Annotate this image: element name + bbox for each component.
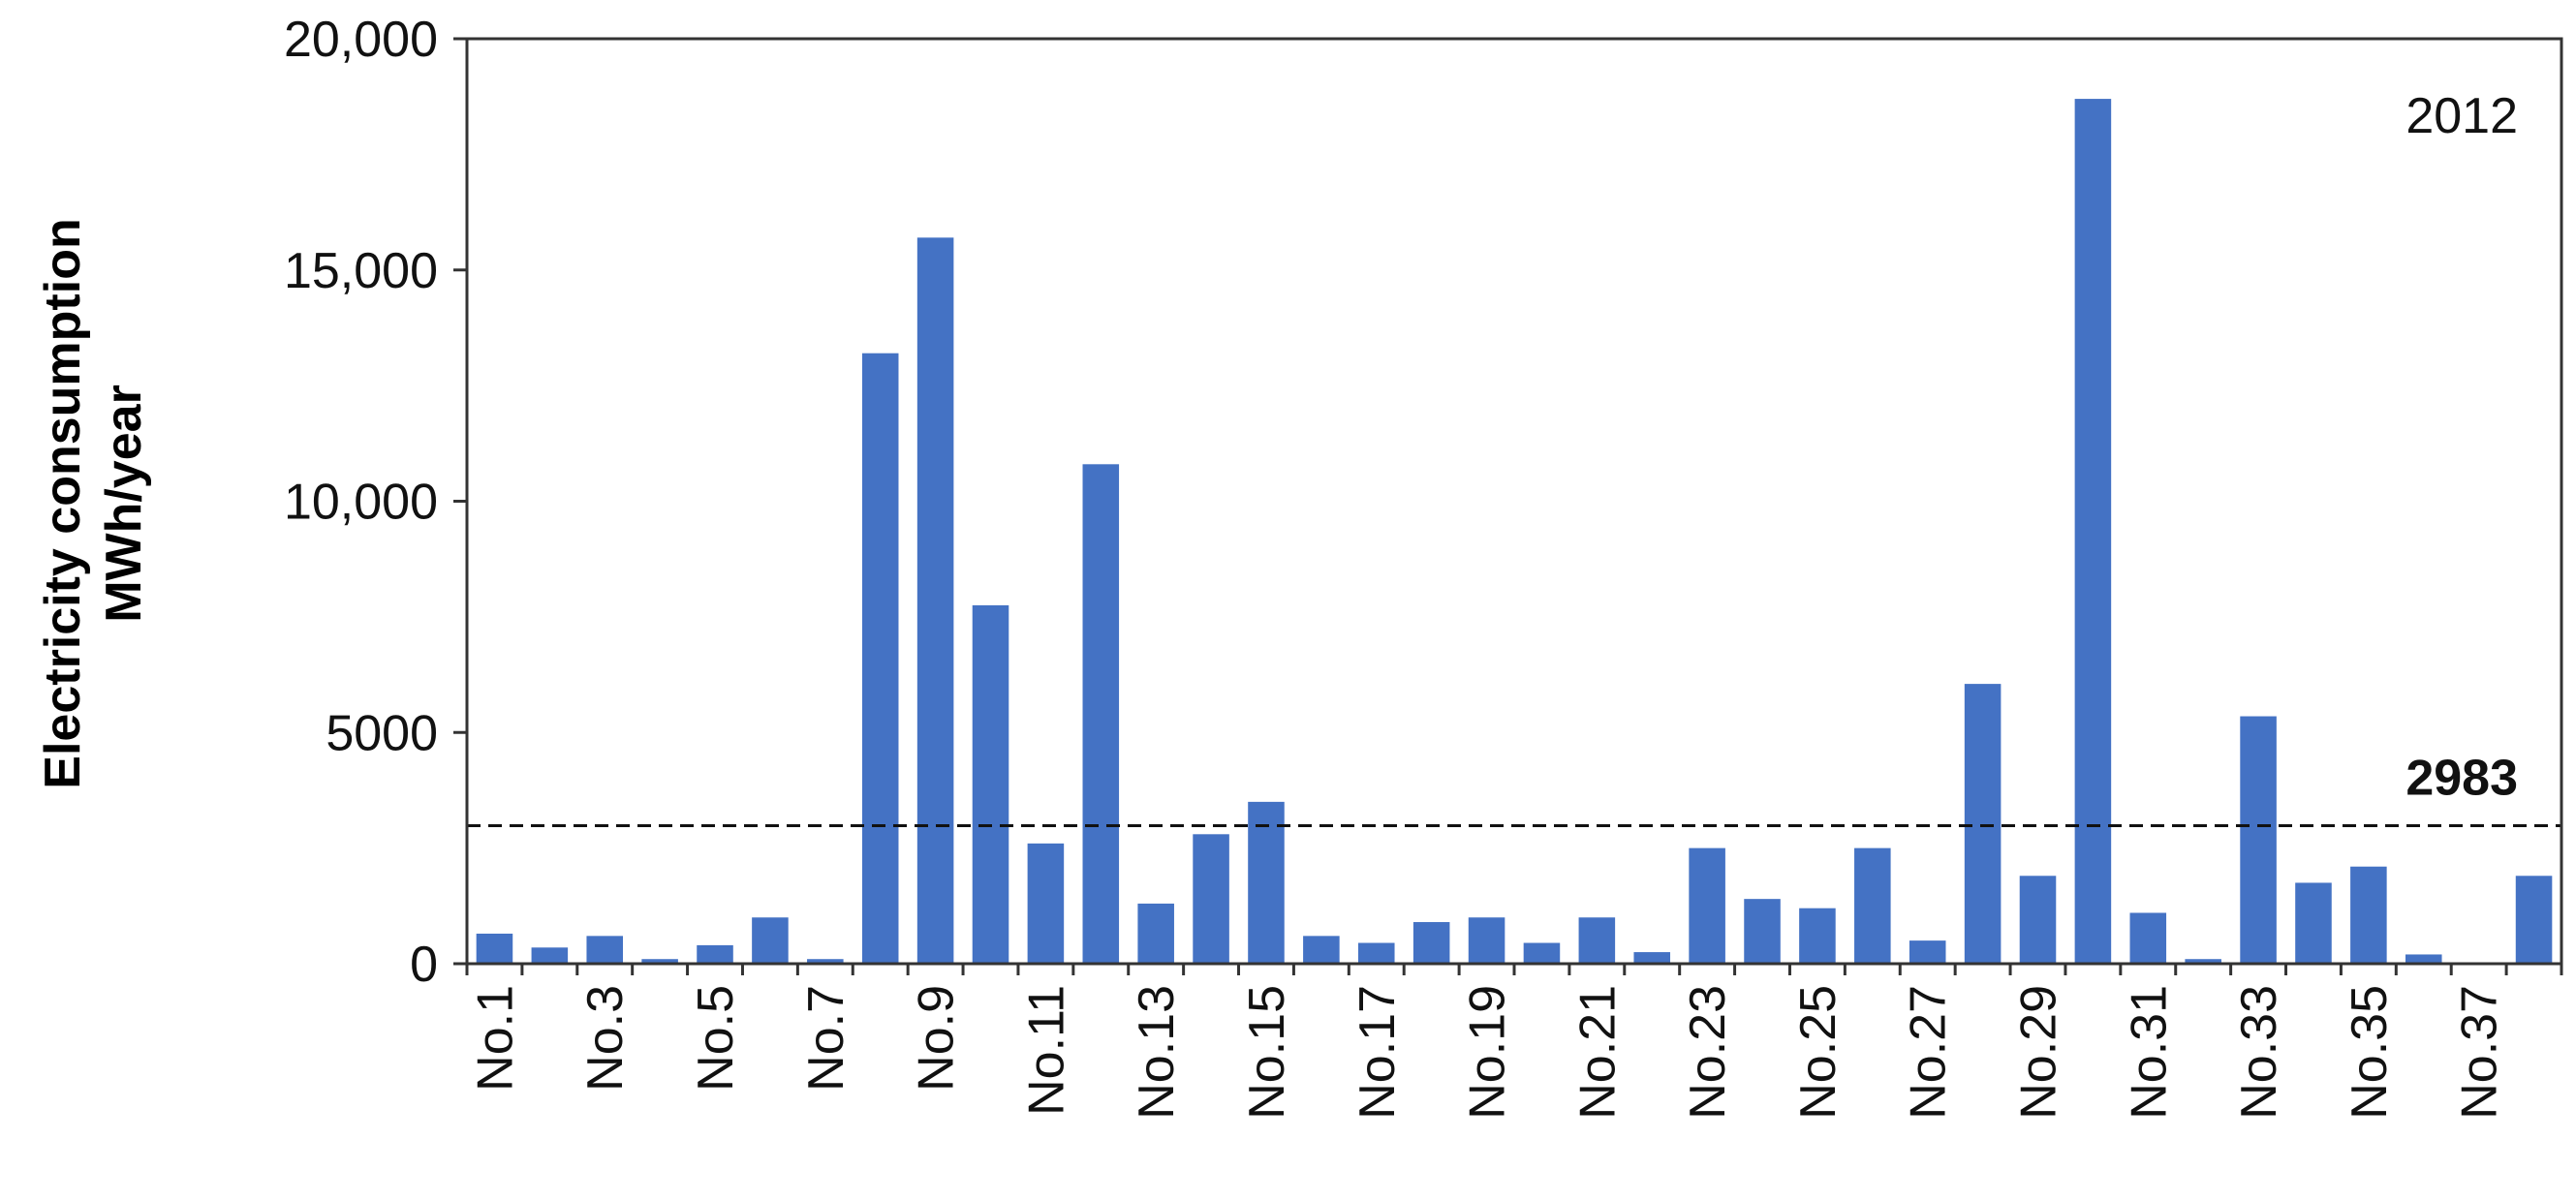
bar-no23 [1689,847,1725,964]
bar-no13 [1137,903,1174,964]
bar-no6 [752,917,789,964]
y-tick-label: 15,000 [284,243,438,299]
x-tick-label: No.19 [1460,985,1516,1120]
y-axis-title-line2: MWh/year [96,385,152,623]
bar-no2 [531,947,569,964]
bar-no27 [1909,940,1946,964]
x-tick-label: No.15 [1239,985,1295,1120]
bar-no9 [916,237,954,964]
x-tick-label: No.9 [909,985,965,1092]
bar-no28 [1964,684,2002,964]
y-axis-title-line1: Electricity consumption [35,218,91,788]
x-tick-label: No.35 [2342,985,2398,1120]
x-tick-label: No.11 [1018,985,1074,1116]
bar-no32 [2185,959,2221,964]
bar-no29 [2019,876,2057,964]
bar-no10 [972,604,1009,964]
y-tick-label: 5000 [326,705,438,761]
x-tick-label: No.21 [1569,985,1626,1120]
bar-no1 [476,933,513,964]
bar-no14 [1193,834,1229,964]
bar-no11 [1027,843,1065,964]
bar-no12 [1082,464,1120,964]
y-axis-ticks: 0 5000 10,000 15,000 20,000 [284,12,467,993]
x-tick-label: No.23 [1680,985,1736,1120]
x-tick-label: No.5 [688,985,744,1092]
bar-no15 [1248,801,1285,964]
bar-no35 [2350,866,2387,964]
bar-no38 [2515,876,2553,964]
reference-line-label: 2983 [2405,751,2518,807]
bar-no26 [1854,847,1891,964]
bar-no7 [807,959,844,964]
bar-no33 [2240,716,2277,964]
bar-no5 [697,944,733,964]
bar-no34 [2295,882,2332,964]
bar-no21 [1578,917,1616,964]
x-tick-label: No.7 [798,985,854,1092]
x-tick-label: No.33 [2231,985,2287,1120]
bar-no24 [1744,899,1781,964]
y-tick-label: 0 [410,937,438,993]
bar-no19 [1468,917,1505,964]
x-tick-label: No.27 [1901,985,1957,1120]
bar-no4 [641,959,678,964]
bar-no8 [861,353,899,964]
x-tick-label: No.31 [2121,985,2177,1120]
x-axis-ticks: No.1 No.3 No.5 No.7 No.9 No.11 No.13 No.15 No.17… [465,964,2563,1120]
bar-no36 [2405,954,2442,964]
bar-no18 [1412,922,1450,964]
bars [476,99,2553,964]
x-tick-label: No.29 [2011,985,2067,1120]
bar-no22 [1633,952,1671,964]
bar-no17 [1357,942,1395,964]
bar-no31 [2129,912,2167,964]
bar-no16 [1303,936,1340,964]
bar-no30 [2074,99,2112,964]
year-annotation: 2012 [2405,88,2518,144]
x-tick-label: No.13 [1129,985,1185,1120]
x-tick-label: No.17 [1350,985,1406,1120]
x-tick-label: No.1 [467,985,523,1092]
y-tick-label: 20,000 [284,12,438,68]
x-tick-label: No.37 [2452,985,2508,1120]
bar-no20 [1523,942,1561,964]
bar-no25 [1799,908,1836,964]
y-tick-label: 10,000 [284,475,438,531]
bar-no3 [586,936,624,964]
x-tick-label: No.3 [577,985,634,1092]
x-tick-label: No.25 [1790,985,1847,1120]
